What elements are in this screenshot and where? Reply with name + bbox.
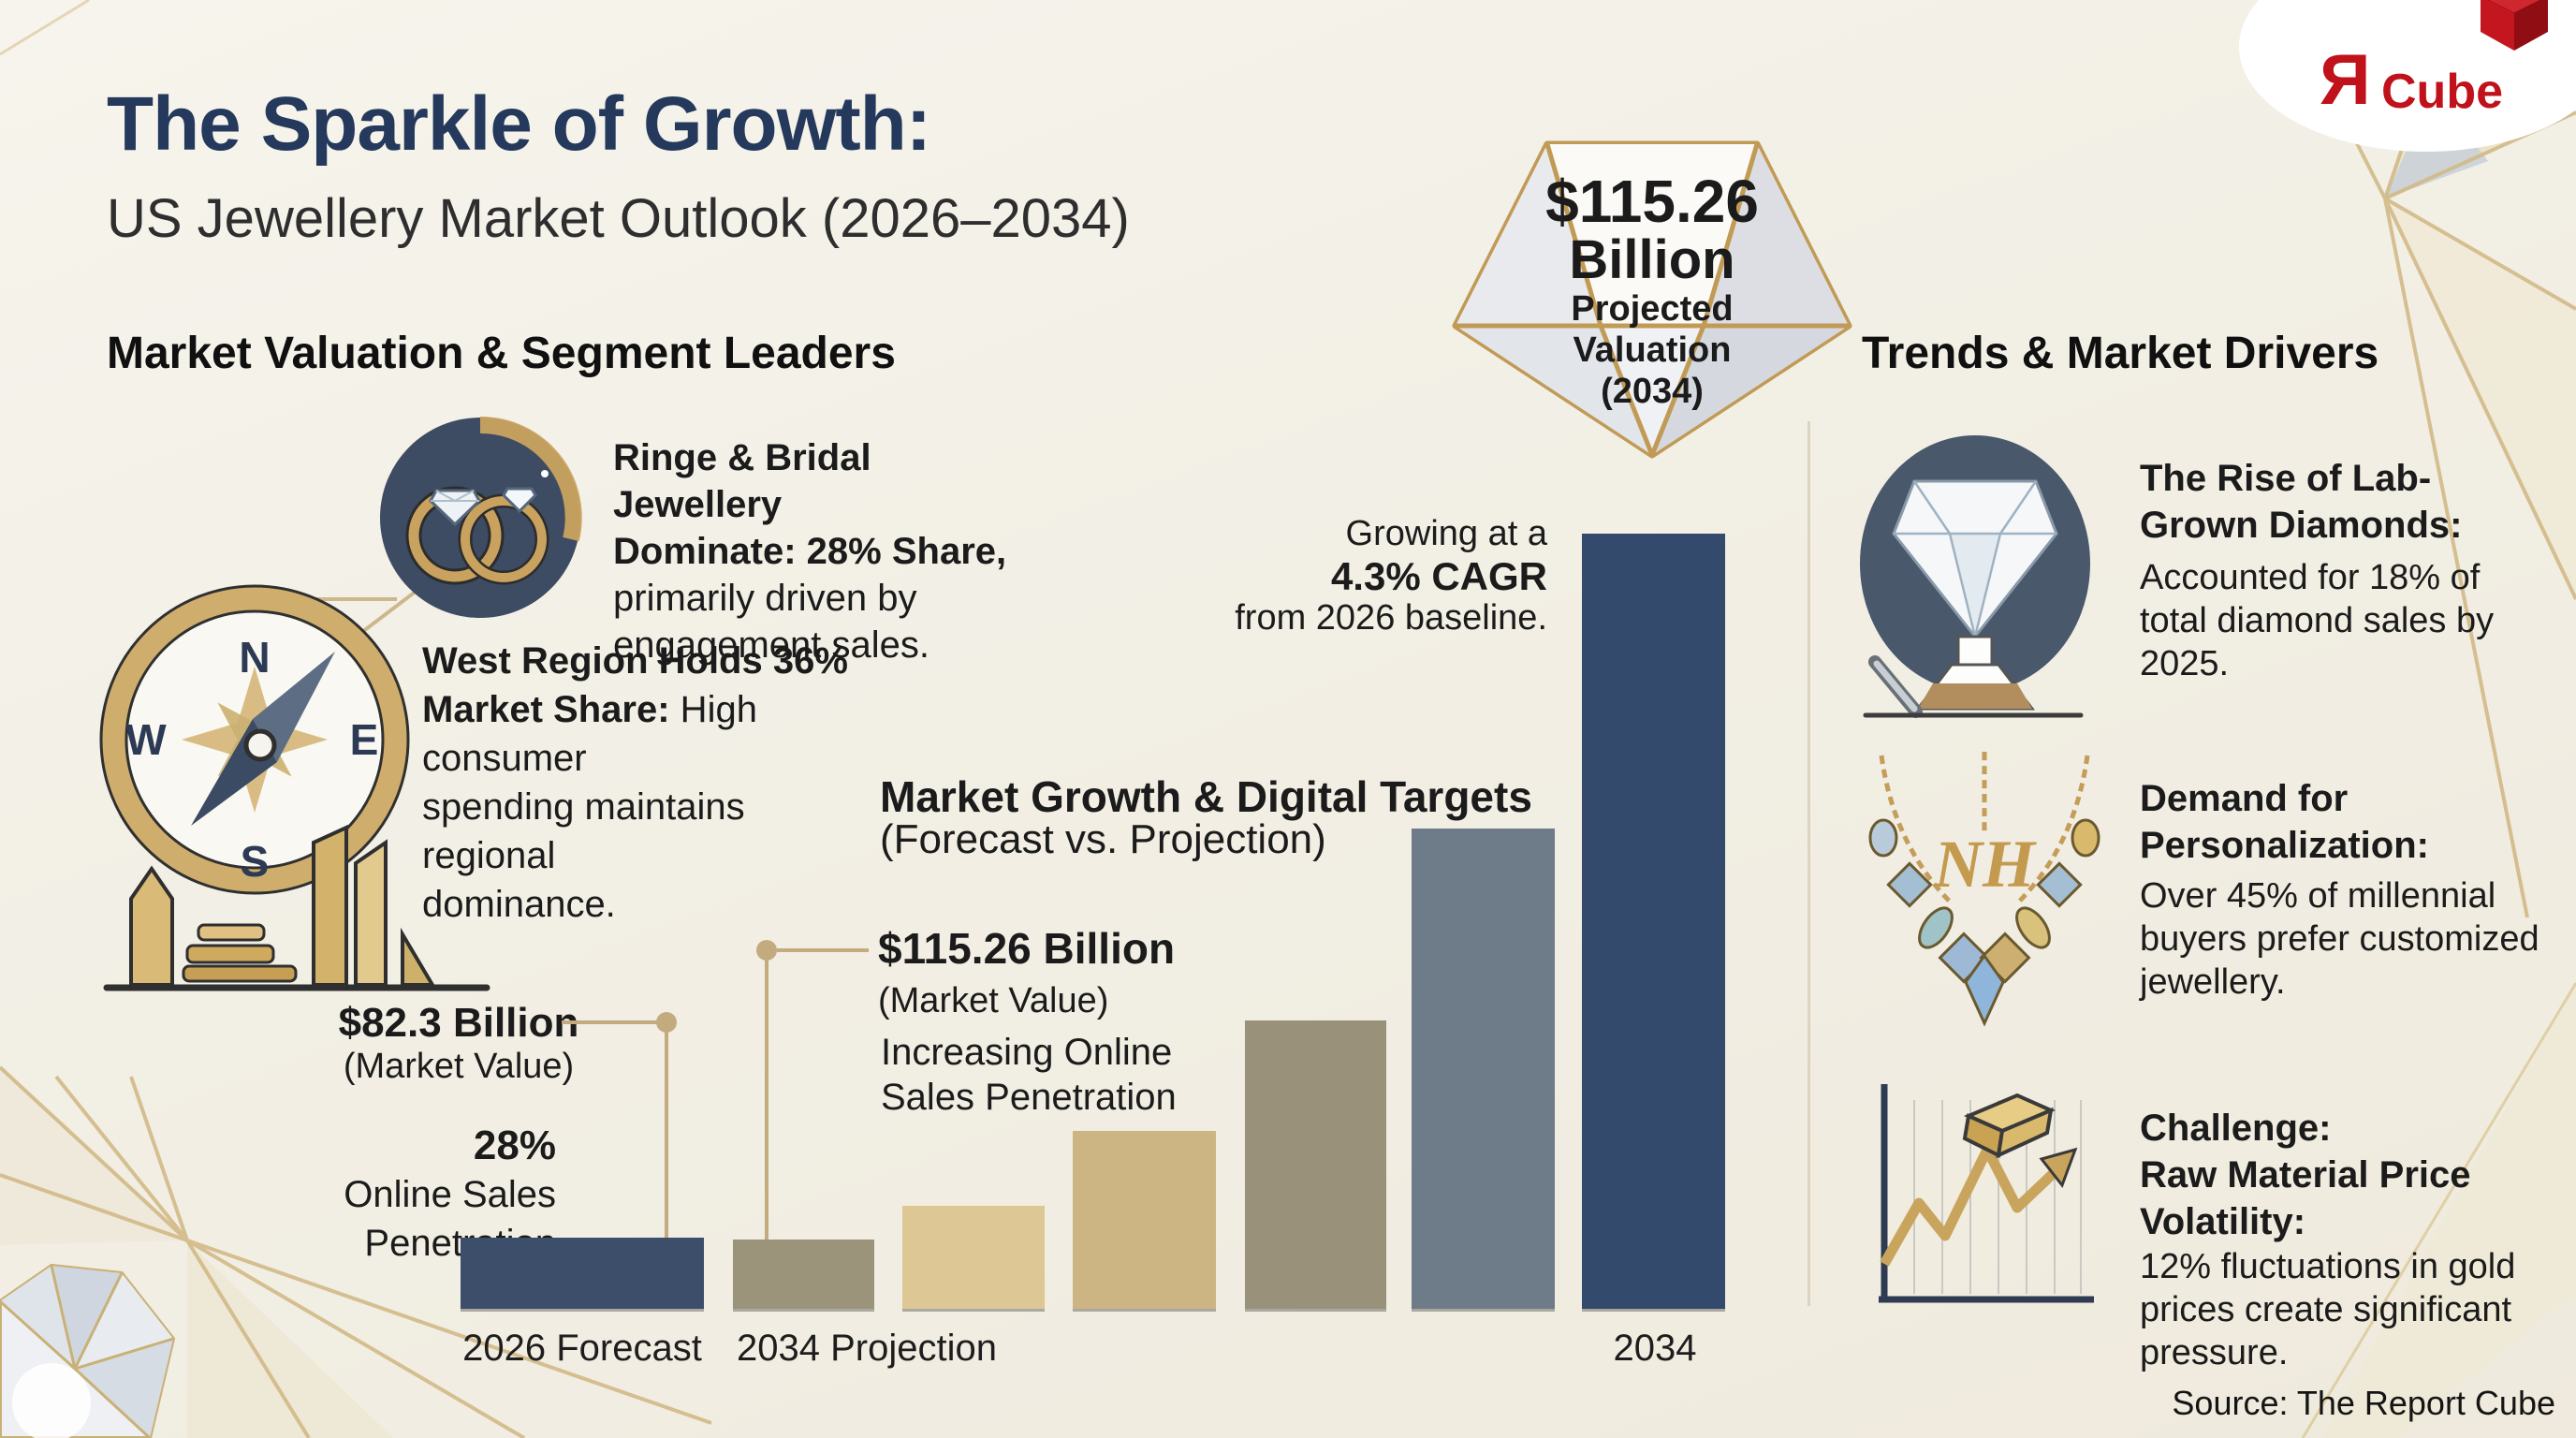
section-heading-market-valuation: Market Valuation & Segment Leaders: [107, 329, 896, 378]
page-subtitle: US Jewellery Market Outlook (2026–2034): [107, 188, 1130, 249]
trend-personalization-body: Over 45% of millennial buyers prefer cus…: [2140, 876, 2539, 1002]
price-volatility-icon: [1879, 1084, 2094, 1303]
trend-personalization-title: Demand for Personalization:: [2140, 778, 2429, 866]
compass-icon: N E S W: [99, 584, 490, 991]
chart-bar: [1073, 1131, 1216, 1309]
annotation-cagr: Growing at a 4.3% CAGR from 2026 baselin…: [1235, 514, 1547, 638]
annotation-2026-value: $82.3 Billion (Market Value): [338, 1000, 579, 1086]
trend-lab-grown-title: The Rise of Lab- Grown Diamonds:: [2140, 458, 2463, 546]
section-heading-trends: Trends & Market Drivers: [1862, 329, 2379, 378]
necklace-icon: NH: [1868, 752, 2100, 1027]
brand-cube-icon: [2481, 0, 2548, 51]
chart-bar: [1582, 534, 1725, 1309]
source-credit: Source: The Report Cube: [2172, 1384, 2555, 1422]
chart-bar: [902, 1206, 1045, 1309]
compass-s: S: [241, 837, 270, 886]
callout-dot: [656, 1012, 677, 1033]
compass-w: W: [125, 715, 167, 764]
brand-logo-r: Я: [2320, 40, 2371, 120]
page-title: The Sparkle of Growth:: [107, 81, 931, 167]
callout-dot: [756, 940, 777, 961]
chart-bar: [1245, 1020, 1386, 1309]
chart-subtitle: (Forecast vs. Projection): [880, 816, 1326, 862]
compass-n: N: [239, 633, 270, 682]
callout-line: [765, 960, 768, 1240]
x-axis-label: 2034 Projection: [737, 1328, 997, 1369]
diamond-badge-icon: [1452, 140, 1852, 459]
lab-grown-diamond-icon: [1860, 435, 2090, 718]
trend-volatility-title: Challenge: Raw Material Price Volatility…: [2140, 1108, 2471, 1242]
trend-volatility-body: 12% fluctuations in gold prices create s…: [2140, 1247, 2516, 1372]
callout-line: [562, 1020, 659, 1024]
chart-bar: [1412, 829, 1555, 1309]
section-divider: [1808, 421, 1810, 1306]
chart-title: Market Growth & Digital Targets: [880, 772, 1532, 821]
annotation-online-penetration-trend: Increasing Online Sales Penetration: [881, 1032, 1177, 1118]
diamond-badge-text: $115.26 Billion Projected Valuation (203…: [1446, 170, 1858, 412]
trend-lab-grown-body: Accounted for 18% of total diamond sales…: [2140, 558, 2495, 683]
annotation-2034-value: $115.26 Billion (Market Value): [878, 924, 1176, 1020]
callout-line: [777, 948, 869, 952]
rings-caption: Ringe & Bridal Jewellery Dominate: 28% S…: [613, 437, 1007, 666]
west-region-caption: West Region Holds 36% Market Share: High…: [422, 640, 848, 925]
x-axis-label: 2034: [1613, 1328, 1697, 1369]
chart-bar: [733, 1240, 874, 1309]
brand-logo-text: Cube: [2381, 65, 2503, 119]
compass-e: E: [350, 715, 379, 764]
x-axis-label: 2026 Forecast: [462, 1328, 702, 1369]
callout-line: [665, 1031, 668, 1241]
chart-bar: [461, 1238, 704, 1309]
corner-diamond-decor: [0, 1263, 176, 1438]
necklace-monogram: NH: [1933, 827, 2037, 902]
projected-value: $115.26: [1545, 168, 1759, 235]
bridal-rings-icon: [380, 416, 582, 618]
